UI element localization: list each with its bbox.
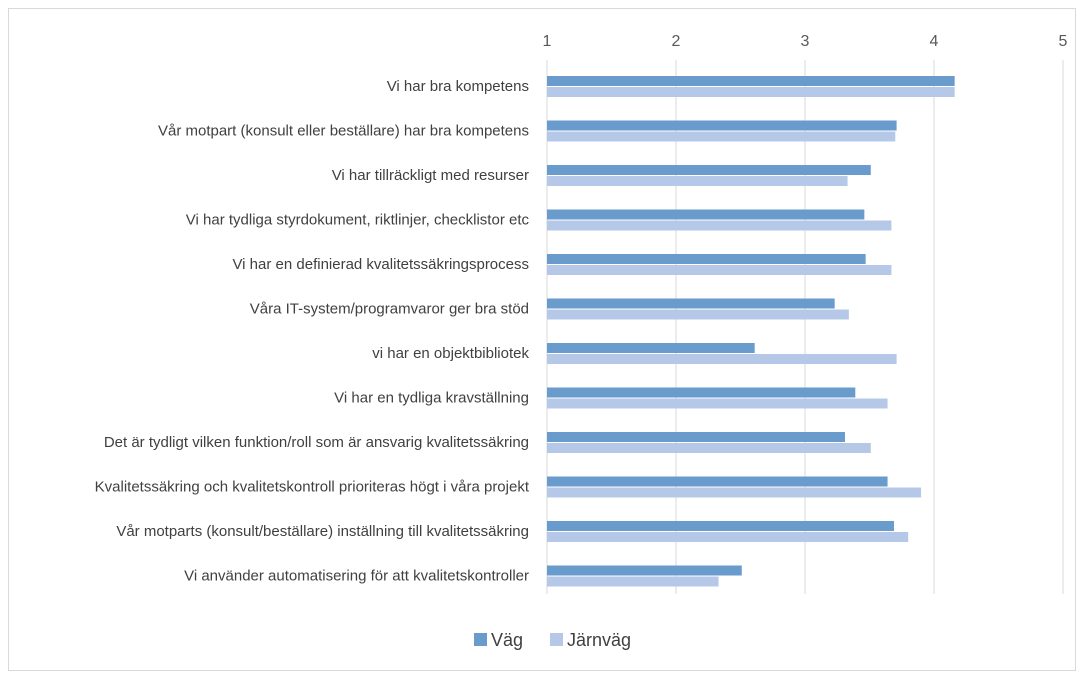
bar-vag (547, 565, 742, 576)
bar-jarnvag (547, 354, 897, 364)
category-label: Vår motpart (konsult eller beställare) h… (158, 123, 529, 140)
category-label: Vi har tillräckligt med resurser (332, 167, 529, 184)
bar-jarnvag (547, 576, 719, 587)
bar-vag (547, 298, 835, 309)
bar-vag (547, 521, 895, 531)
bar-vag (547, 387, 856, 398)
bar-vag (547, 165, 871, 175)
category-label: Vi har en tydliga kravställning (334, 390, 529, 407)
bar-vag (547, 476, 888, 487)
bar-vag (547, 209, 865, 220)
bar-jarnvag (547, 87, 955, 97)
x-tick-label: 5 (1059, 33, 1068, 50)
bar-jarnvag (547, 532, 909, 542)
category-label: Våra IT-system/programvaror ger bra stöd (250, 301, 529, 318)
legend-label: Väg (491, 630, 523, 650)
category-label: Vi har tydliga styrdokument, riktlinjer,… (186, 212, 530, 229)
chart-frame (8, 8, 1076, 671)
bar-jarnvag (547, 265, 892, 275)
bar-vag (547, 76, 955, 86)
bar-vag (547, 432, 845, 442)
bar-vag (547, 254, 866, 264)
category-label: vi har en objektbibliotek (372, 345, 529, 362)
category-label: Kvalitetssäkring och kvalitetskontroll p… (95, 479, 530, 496)
legend-swatch (474, 633, 487, 646)
x-tick-label: 2 (672, 33, 681, 50)
bar-jarnvag (547, 443, 871, 453)
bar-jarnvag (547, 487, 922, 498)
bar-vag (547, 343, 755, 353)
bar-jarnvag (547, 220, 892, 231)
category-label: Vi har bra kompetens (387, 78, 529, 95)
x-tick-label: 1 (543, 33, 552, 50)
category-label: Vi använder automatisering för att kvali… (184, 568, 529, 585)
bar-jarnvag (547, 131, 896, 142)
legend-label: Järnväg (567, 630, 631, 650)
bar-vag (547, 120, 897, 131)
x-tick-label: 4 (930, 33, 939, 50)
bar-jarnvag (547, 398, 888, 409)
bar-jarnvag (547, 309, 849, 320)
category-label: Det är tydligt vilken funktion/roll som … (104, 434, 529, 451)
x-tick-label: 3 (801, 33, 810, 50)
category-label: Vår motparts (konsult/beställare) instäl… (116, 523, 529, 540)
category-label: Vi har en definierad kvalitetssäkringspr… (232, 256, 529, 273)
legend-swatch (550, 633, 563, 646)
bar-jarnvag (547, 176, 848, 186)
